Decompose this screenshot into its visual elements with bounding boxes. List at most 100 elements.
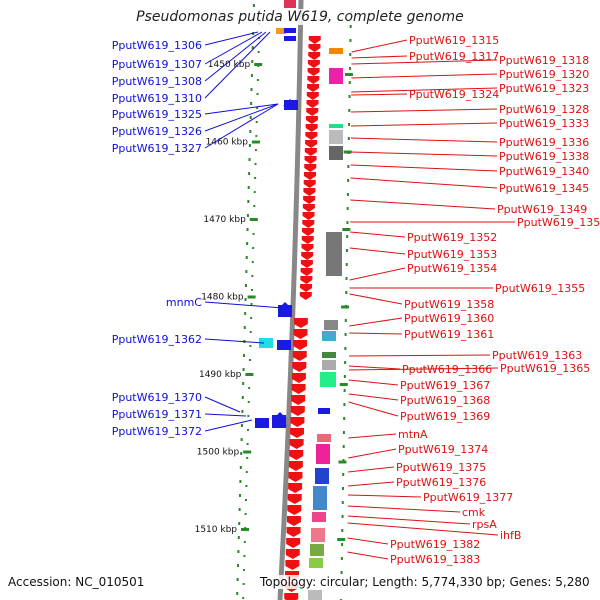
right-label-leader — [351, 108, 498, 113]
scale-dot-right — [341, 543, 344, 546]
right-label-leader — [348, 466, 395, 473]
gene-label-reverse: PputW619_1327 — [112, 142, 202, 155]
scale-dot-right — [343, 389, 346, 392]
scale-dot-right — [345, 263, 348, 266]
forward-gene — [287, 505, 302, 515]
scale-dot-inner — [255, 135, 258, 137]
gene-label-forward: PputW619_1382 — [390, 538, 480, 551]
scale-tick-label: 1490 kbp — [199, 370, 242, 380]
scale-dot-inner — [244, 513, 247, 515]
scale-dot-left — [244, 284, 247, 287]
scale-dot-right — [342, 445, 345, 448]
forward-gene — [306, 108, 319, 116]
forward-gene — [305, 116, 318, 124]
scale-dot-right — [349, 25, 352, 28]
right-label-leader — [348, 365, 401, 370]
scale-dot-left — [245, 256, 248, 259]
left-label-leader — [204, 31, 259, 46]
scale-dot-inner — [249, 345, 252, 347]
gene-label-forward: PputW619_1352 — [407, 231, 497, 244]
scale-dot-right — [343, 417, 346, 420]
scale-dot-left — [238, 522, 241, 525]
gene-label-forward: cmk — [462, 506, 486, 519]
scale-tick-right — [337, 538, 346, 541]
scale-dot-right — [342, 473, 345, 476]
forward-gene — [292, 362, 307, 372]
right-label-leader — [350, 164, 498, 172]
scale-tick-label: 1480 kbp — [201, 293, 244, 303]
scale-dot-left — [244, 312, 247, 315]
forward-gene — [303, 188, 316, 196]
gene-label-reverse: PputW619_1310 — [112, 92, 202, 105]
scale-dot-right — [340, 557, 343, 560]
scale-dot-left — [248, 158, 251, 161]
scale-dot-right — [347, 165, 350, 168]
scale-dot-inner — [242, 597, 245, 599]
scale-dot-left — [248, 172, 251, 175]
scale-tick-label: 1460 kbp — [206, 138, 249, 148]
forward-gene-block — [326, 232, 342, 276]
reverse-gene-arrow — [283, 99, 297, 106]
right-label-leader — [348, 379, 399, 386]
scale-dot-inner — [247, 415, 250, 417]
gene-label-forward: mtnA — [398, 428, 428, 441]
scale-dot-left — [246, 242, 249, 245]
gene-label-forward: PputW619_1345 — [499, 182, 589, 195]
right-label-leader — [351, 59, 498, 65]
topology-text: Topology: circular; Length: 5,774,330 bp… — [260, 575, 590, 589]
scale-dot-left — [250, 102, 253, 105]
scale-dot-inner — [243, 569, 246, 571]
reverse-gene-block — [284, 36, 296, 41]
forward-gene-block — [315, 468, 329, 484]
scale-dot-inner — [251, 275, 254, 277]
gene-label-forward: PputW619_1328 — [499, 103, 589, 116]
right-label-leader — [348, 367, 499, 371]
scale-tick — [247, 295, 256, 299]
forward-gene — [302, 228, 315, 236]
right-label-leader — [349, 293, 403, 305]
gene-label-reverse: PputW619_1307 — [112, 58, 202, 71]
scale-dot-left — [242, 368, 245, 371]
right-label-leader — [349, 354, 491, 357]
scale-tick — [243, 450, 252, 454]
scale-dot-right — [349, 39, 352, 42]
forward-gene — [307, 84, 320, 92]
right-label-leader — [350, 122, 498, 127]
left-label-leader — [204, 338, 265, 344]
forward-gene — [308, 52, 321, 60]
forward-gene — [285, 549, 300, 559]
scale-tick-right — [342, 228, 351, 231]
scale-dot-left — [252, 4, 255, 7]
scale-dot-left — [243, 326, 246, 329]
scale-dot-inner — [249, 331, 252, 333]
forward-gene — [293, 318, 308, 328]
gene-label-forward: PputW619_1358 — [404, 298, 494, 311]
forward-gene — [306, 92, 319, 100]
gene-label-forward: PputW619_1374 — [398, 443, 488, 456]
forward-gene-block — [322, 331, 336, 341]
forward-gene-block — [313, 486, 327, 510]
forward-gene-block — [329, 68, 343, 84]
forward-gene — [301, 236, 314, 244]
scale-dot-right — [345, 291, 348, 294]
forward-gene — [293, 340, 308, 350]
forward-gene — [305, 140, 318, 148]
scale-dot-right — [346, 207, 349, 210]
scale-dot-left — [244, 298, 247, 301]
scale-dot-inner — [247, 401, 250, 403]
reverse-gene-block — [318, 408, 330, 414]
forward-gene — [300, 260, 313, 268]
gene-label-reverse: PputW619_1308 — [112, 75, 202, 88]
scale-dot-right — [349, 53, 352, 56]
forward-gene — [292, 351, 307, 361]
forward-gene — [301, 244, 314, 252]
right-label-leader — [351, 93, 408, 96]
scale-dot-right — [344, 319, 347, 322]
forward-gene — [302, 204, 315, 212]
reverse-gene-block — [284, 105, 298, 110]
scale-dot-inner — [251, 261, 254, 263]
right-label-leader — [351, 55, 408, 59]
forward-gene-block — [329, 48, 343, 54]
left-label-leader — [204, 396, 241, 413]
reverse-gene-block — [284, 0, 296, 8]
